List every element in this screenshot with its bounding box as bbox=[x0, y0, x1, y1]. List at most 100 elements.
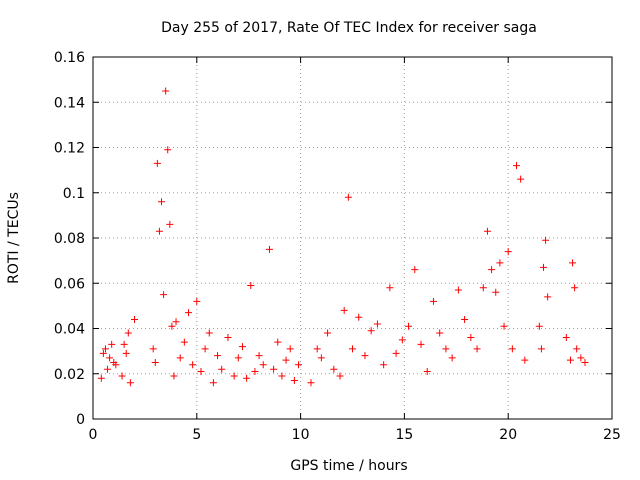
data-point bbox=[193, 297, 201, 305]
data-point bbox=[483, 227, 491, 235]
data-point bbox=[500, 322, 508, 330]
x-tick-label: 0 bbox=[89, 427, 98, 443]
data-point bbox=[197, 367, 205, 375]
x-tick-labels: 0 5 10 15 20 25 bbox=[89, 427, 621, 443]
data-point bbox=[544, 293, 552, 301]
data-point bbox=[124, 329, 132, 337]
data-point bbox=[214, 352, 222, 360]
data-point bbox=[539, 263, 547, 271]
data-point bbox=[201, 345, 209, 353]
data-point bbox=[131, 315, 139, 323]
data-point bbox=[513, 162, 521, 170]
data-point bbox=[274, 338, 282, 346]
data-point bbox=[479, 284, 487, 292]
data-point bbox=[373, 320, 381, 328]
data-point bbox=[344, 193, 352, 201]
data-point bbox=[361, 352, 369, 360]
axis-ticks bbox=[92, 56, 613, 420]
data-point bbox=[122, 349, 130, 357]
data-point bbox=[386, 284, 394, 292]
y-tick-labels: 0 0.02 0.04 0.06 0.08 0.1 0.12 0.14 0.16 bbox=[54, 50, 85, 428]
data-point bbox=[442, 345, 450, 353]
x-tick-label: 15 bbox=[395, 427, 413, 443]
data-point bbox=[535, 322, 543, 330]
data-point bbox=[454, 286, 462, 294]
data-point bbox=[417, 340, 425, 348]
grid-lines bbox=[93, 57, 612, 419]
data-point bbox=[295, 361, 303, 369]
data-point bbox=[243, 374, 251, 382]
data-point bbox=[492, 288, 500, 296]
y-axis-label: ROTI / TECUs bbox=[6, 192, 22, 284]
data-point bbox=[209, 379, 217, 387]
data-point bbox=[461, 315, 469, 323]
x-tick-label: 20 bbox=[499, 427, 517, 443]
data-point bbox=[270, 365, 278, 373]
data-point bbox=[118, 372, 126, 380]
data-point bbox=[324, 329, 332, 337]
y-tick-label: 0.12 bbox=[54, 141, 85, 157]
data-point bbox=[106, 354, 114, 362]
y-tick-label: 0 bbox=[76, 412, 85, 428]
y-tick-label: 0.14 bbox=[54, 95, 85, 111]
data-point bbox=[573, 345, 581, 353]
chart-title: Day 255 of 2017, Rate Of TEC Index for r… bbox=[161, 20, 537, 36]
y-tick-label: 0.16 bbox=[54, 50, 85, 66]
data-point bbox=[168, 322, 176, 330]
x-tick-label: 10 bbox=[292, 427, 310, 443]
data-point bbox=[349, 345, 356, 353]
data-point bbox=[562, 334, 570, 342]
data-point bbox=[158, 198, 166, 206]
data-point bbox=[429, 297, 437, 305]
data-point bbox=[448, 354, 456, 362]
data-point bbox=[184, 309, 192, 317]
data-point bbox=[405, 322, 413, 330]
data-point bbox=[149, 345, 157, 353]
data-point bbox=[176, 354, 184, 362]
y-tick-label: 0.06 bbox=[54, 276, 85, 292]
data-point bbox=[205, 329, 213, 337]
data-point bbox=[97, 374, 105, 382]
data-point bbox=[155, 227, 163, 235]
data-point bbox=[99, 349, 107, 357]
data-point bbox=[170, 372, 178, 380]
data-point bbox=[496, 259, 504, 267]
data-point bbox=[224, 334, 232, 342]
data-point bbox=[467, 334, 475, 342]
x-axis-label: GPS time / hours bbox=[290, 458, 407, 474]
data-point bbox=[286, 345, 294, 353]
data-point bbox=[367, 327, 375, 335]
data-point bbox=[571, 284, 579, 292]
data-points bbox=[97, 87, 589, 387]
data-point bbox=[238, 343, 246, 351]
y-tick-label: 0.1 bbox=[63, 186, 85, 202]
y-tick-label: 0.02 bbox=[54, 367, 85, 383]
data-point bbox=[436, 329, 444, 337]
data-point bbox=[160, 291, 168, 299]
data-point bbox=[542, 236, 550, 244]
data-point bbox=[504, 248, 512, 256]
data-point bbox=[230, 372, 238, 380]
data-point bbox=[234, 354, 242, 362]
data-point bbox=[581, 358, 589, 366]
data-point bbox=[473, 345, 481, 353]
x-tick-label: 25 bbox=[603, 427, 621, 443]
data-point bbox=[290, 377, 298, 385]
data-point bbox=[566, 356, 574, 364]
data-point bbox=[247, 282, 255, 290]
data-point bbox=[521, 356, 529, 364]
data-point bbox=[537, 345, 545, 353]
data-point bbox=[411, 266, 419, 274]
data-point bbox=[282, 356, 290, 364]
data-point bbox=[278, 372, 286, 380]
data-point bbox=[577, 354, 585, 362]
data-point bbox=[380, 361, 388, 369]
data-point bbox=[112, 361, 120, 369]
data-point bbox=[488, 266, 496, 274]
data-point bbox=[398, 336, 406, 344]
data-point bbox=[101, 345, 109, 353]
data-point bbox=[164, 146, 172, 154]
data-point bbox=[126, 379, 134, 387]
data-point bbox=[251, 367, 259, 375]
